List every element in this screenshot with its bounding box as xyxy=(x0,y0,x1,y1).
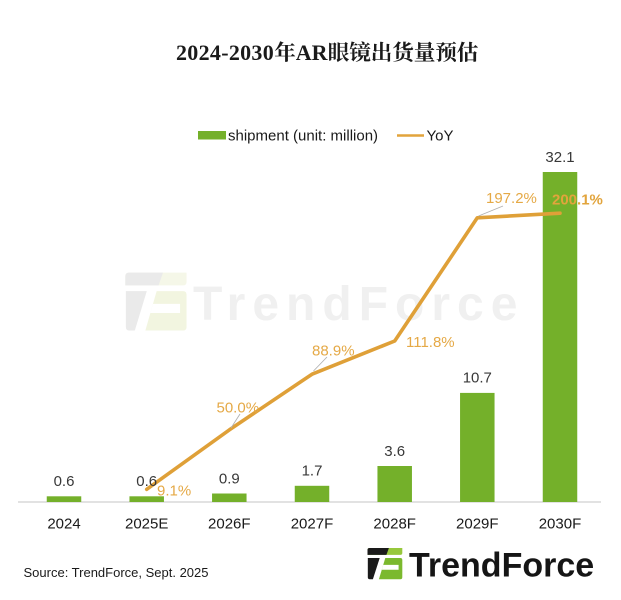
svg-text:50.0%: 50.0% xyxy=(217,400,260,417)
svg-text:88.9%: 88.9% xyxy=(312,343,355,360)
svg-text:YoY: YoY xyxy=(427,128,454,145)
svg-text:10.7: 10.7 xyxy=(463,370,492,387)
svg-text:200.1%: 200.1% xyxy=(552,192,603,209)
svg-text:TrendForce: TrendForce xyxy=(193,278,524,331)
svg-text:9.1%: 9.1% xyxy=(157,483,191,500)
svg-text:197.2%: 197.2% xyxy=(486,190,537,207)
svg-text:0.9: 0.9 xyxy=(219,470,240,487)
svg-text:2025E: 2025E xyxy=(125,516,168,533)
svg-text:2030F: 2030F xyxy=(539,516,582,533)
svg-text:32.1: 32.1 xyxy=(545,149,574,166)
svg-text:3.6: 3.6 xyxy=(384,443,405,460)
svg-text:2024: 2024 xyxy=(47,516,80,533)
svg-text:AR: AR xyxy=(296,40,329,65)
svg-text:2027F: 2027F xyxy=(291,516,334,533)
svg-text:TrendForce: TrendForce xyxy=(409,547,594,585)
svg-text:2028F: 2028F xyxy=(373,516,416,533)
svg-text:2026F: 2026F xyxy=(208,516,251,533)
svg-text:0.6: 0.6 xyxy=(54,473,75,490)
svg-text:111.8%: 111.8% xyxy=(406,334,455,351)
svg-text:0.6: 0.6 xyxy=(136,473,157,490)
svg-text:1.7: 1.7 xyxy=(302,463,323,480)
svg-text:Source: TrendForce, Sept. 2025: Source: TrendForce, Sept. 2025 xyxy=(24,565,209,580)
svg-text:2024-2030: 2024-2030 xyxy=(176,40,274,65)
svg-text:shipment (unit: million): shipment (unit: million) xyxy=(228,128,378,145)
svg-text:2029F: 2029F xyxy=(456,516,499,533)
